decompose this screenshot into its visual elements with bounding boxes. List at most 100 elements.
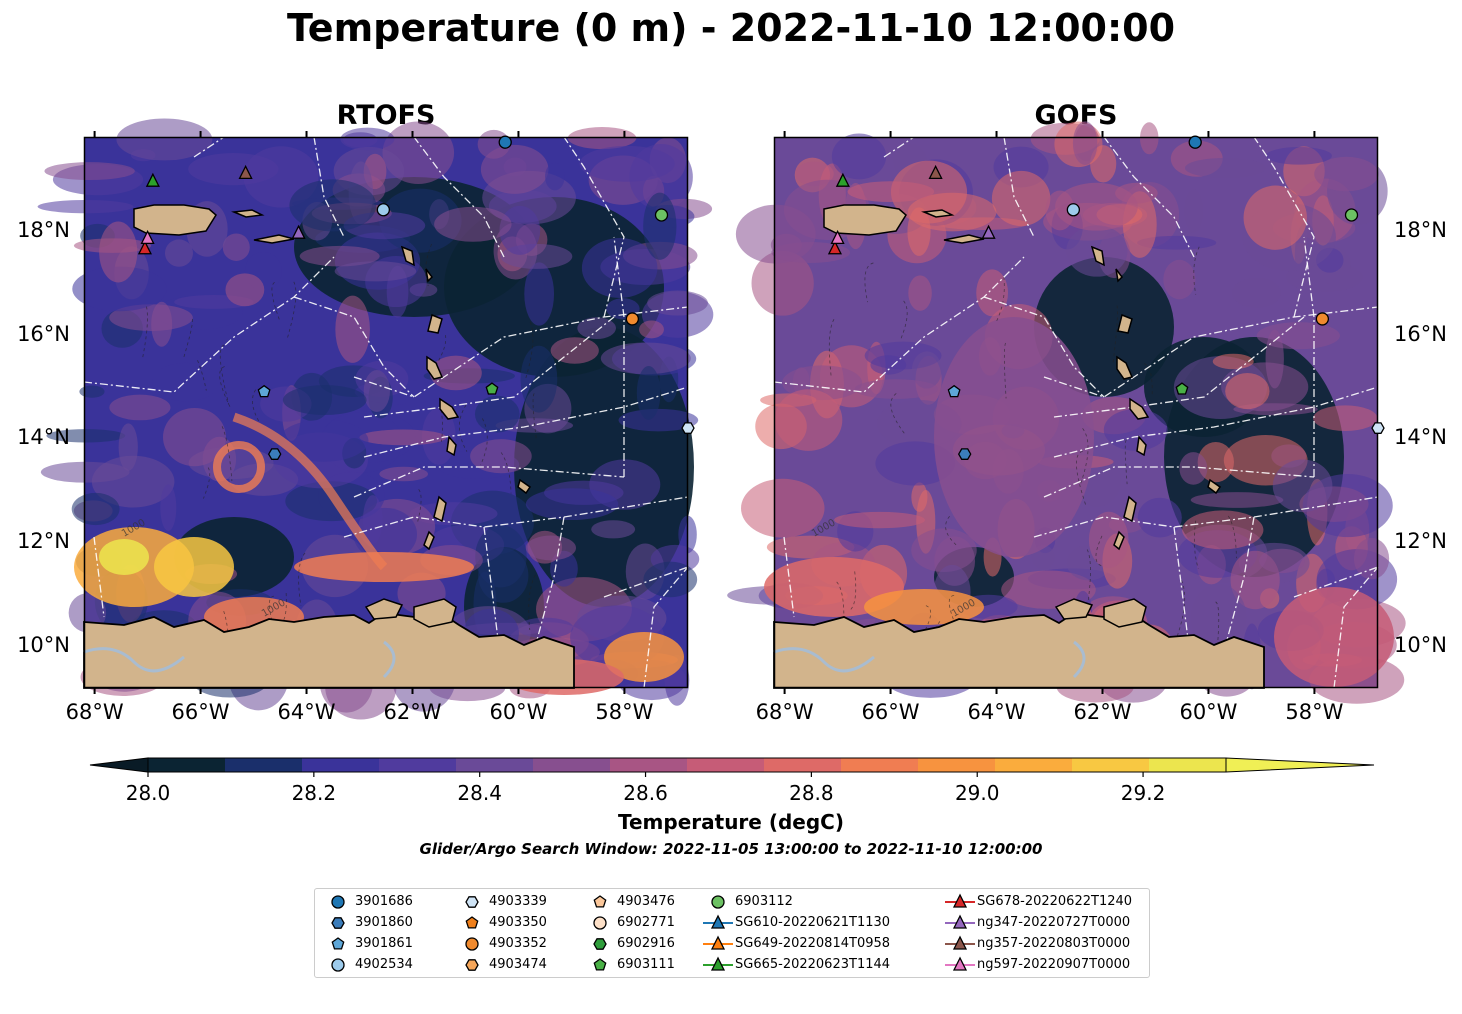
temperature-patch [222, 233, 250, 261]
marker-3901860 [267, 448, 282, 460]
island [517, 478, 532, 495]
lat-tick-label: 16°N [17, 321, 70, 346]
bathymetry-contour [416, 489, 422, 524]
legend-label: 6902916 [617, 936, 675, 951]
marker-SG678-20220622T1240 [827, 240, 842, 255]
bathymetry-contour [890, 393, 905, 434]
legend-symbol [593, 895, 607, 908]
island [1115, 268, 1123, 283]
colorbar-tick-label: 28.6 [623, 781, 668, 805]
bathymetry-contour [298, 552, 306, 606]
legend-marker [593, 895, 607, 908]
search-window-caption: Glider/Argo Search Window: 2022-11-05 13… [419, 840, 1043, 858]
temperature-patch [1137, 497, 1182, 538]
legend-item: ng347-20220727T0000 [943, 913, 1130, 933]
marker-6903111 [1175, 382, 1189, 395]
marker-4903352 [625, 312, 640, 326]
lat-tick-label: 10°N [17, 633, 70, 658]
marker-4903352 [1315, 312, 1330, 326]
island [1123, 495, 1137, 523]
temperature-patch [1072, 121, 1098, 165]
bathymetry-contour [425, 243, 432, 286]
legend-item: 3901686 [321, 892, 413, 912]
lon-tick-label: 66°W [861, 700, 920, 724]
marker-6903112 [654, 208, 669, 222]
legend-symbol [945, 914, 975, 929]
colorbar-over-arrow [1225, 757, 1375, 773]
temperature-patch [116, 118, 213, 161]
temperature-patch [1190, 492, 1284, 508]
island [1090, 245, 1105, 267]
legend-label: 4903352 [489, 936, 547, 951]
eez-boundary [563, 136, 625, 318]
marker-6903112 [1344, 208, 1359, 222]
temperature-patch [774, 389, 843, 451]
temperature-patch [1190, 584, 1247, 652]
temperature-patch [499, 205, 541, 255]
colorbar-bin [456, 758, 534, 772]
marker-ng357-20220803T0000 [238, 164, 253, 180]
island [1129, 397, 1150, 420]
legend-item: 4902534 [321, 955, 413, 975]
island [423, 530, 435, 551]
colorbar-bin [764, 758, 842, 772]
legend-item: 3901860 [321, 913, 413, 933]
temperature-patch [79, 385, 105, 398]
warm-water-region [604, 632, 684, 682]
lon-tick-label: 60°W [1179, 700, 1238, 724]
legend-marker [952, 956, 968, 971]
temperature-patch [600, 342, 691, 375]
legend-marker [711, 895, 725, 909]
legend-item: 6903111 [583, 955, 675, 975]
eez-boundary [523, 516, 565, 689]
temperature-patch [285, 481, 378, 522]
marker-3901686 [1188, 135, 1202, 149]
temperature-patch [359, 429, 447, 446]
eez-boundary [1213, 516, 1255, 689]
legend-marker [331, 917, 345, 929]
temperature-patch [188, 153, 279, 186]
marker-3901686 [498, 135, 512, 149]
bathymetry-contour [183, 318, 194, 359]
island [1113, 530, 1125, 551]
legend-item: 4903339 [455, 892, 547, 912]
legend-symbol [331, 958, 345, 972]
temperature-patch [72, 266, 167, 312]
temperature-patch [46, 429, 126, 443]
temperature-patch [299, 245, 380, 267]
eez-boundary [313, 136, 345, 238]
temperature-patch [908, 275, 932, 311]
eez-boundary [193, 136, 225, 158]
legend-item: 6902771 [583, 913, 675, 933]
eez-boundary [83, 256, 335, 393]
colorbar-bin [148, 758, 226, 772]
lat-tick-label: 12°N [1394, 529, 1447, 554]
temperature-patch [577, 317, 616, 340]
bathymetry-contour [1112, 305, 1118, 365]
island [823, 204, 907, 236]
temperature-patch [911, 528, 977, 572]
bathymetry-contour [480, 418, 488, 466]
legend-symbol [331, 917, 345, 929]
legend-item: 4903352 [455, 934, 547, 954]
island [427, 313, 443, 334]
temperature-patch [151, 301, 173, 347]
temperature-patch [1314, 156, 1379, 192]
legend-label: 6902771 [617, 915, 675, 930]
colorbar-tick-label: 29.2 [1121, 781, 1166, 805]
eez-boundary [1043, 306, 1379, 398]
legend-label: SG649-20220814T0958 [735, 936, 891, 951]
temperature-patch [524, 262, 555, 326]
lon-tick-label: 58°W [1285, 700, 1344, 724]
river [83, 647, 185, 673]
temperature-patch [474, 395, 520, 433]
river [382, 640, 396, 679]
warm-water-region [934, 317, 1094, 557]
legend-label: 3901861 [355, 936, 413, 951]
colorbar-bin [1149, 758, 1227, 772]
bathymetry-contour [995, 276, 1005, 323]
bathymetry-contour [1227, 515, 1237, 559]
map-frame [83, 136, 689, 689]
island [1103, 598, 1147, 628]
temperature-patch [335, 295, 370, 363]
